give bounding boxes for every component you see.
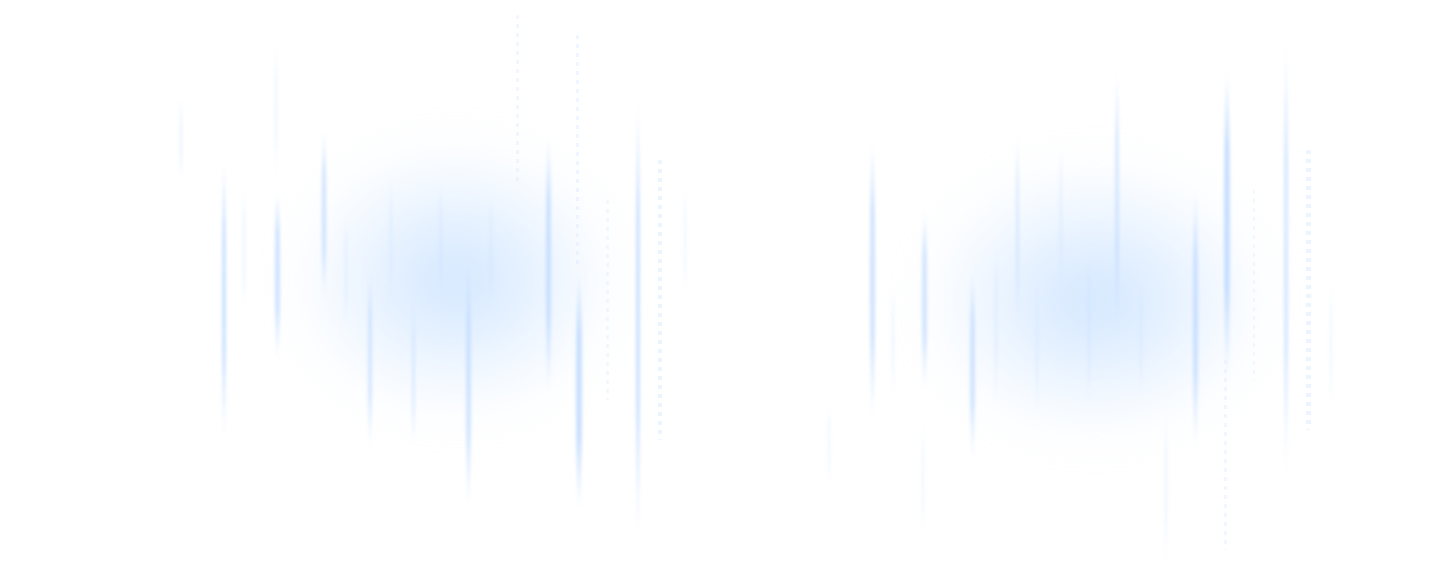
light-streak	[1088, 250, 1090, 410]
light-streak	[1224, 360, 1227, 550]
light-streak	[684, 180, 686, 300]
right-glow-blob	[930, 170, 1260, 430]
light-streak	[322, 130, 326, 300]
light-streak	[440, 180, 442, 300]
light-streak	[222, 160, 226, 440]
light-streak	[1253, 190, 1255, 380]
light-streak	[828, 400, 830, 490]
light-streak	[970, 270, 975, 460]
light-streak	[368, 270, 372, 450]
light-streak	[1284, 40, 1288, 480]
light-streak	[275, 190, 280, 360]
light-streak	[922, 210, 927, 390]
light-streak	[275, 40, 277, 180]
light-streak	[1224, 70, 1230, 380]
light-streak	[606, 200, 609, 400]
light-streak	[995, 240, 997, 410]
light-streak	[412, 300, 415, 450]
light-streak	[490, 190, 492, 310]
left-glow-blob	[300, 150, 610, 410]
light-streak	[1193, 190, 1198, 450]
light-streak	[576, 270, 582, 510]
light-streak	[1140, 280, 1142, 400]
light-streak	[870, 140, 875, 420]
light-streak	[636, 100, 640, 540]
light-streak	[243, 185, 245, 315]
light-streak	[466, 260, 471, 510]
light-streak	[390, 170, 392, 310]
light-streak	[892, 280, 894, 400]
light-streak	[345, 210, 347, 330]
light-streak	[576, 35, 579, 265]
light-streak	[1330, 280, 1332, 410]
light-streak	[1165, 410, 1167, 570]
light-streak	[516, 15, 519, 185]
light-streak	[1060, 140, 1062, 300]
light-streak	[922, 420, 924, 540]
light-streak	[180, 95, 182, 185]
light-streak	[1036, 280, 1038, 420]
light-streak	[546, 135, 551, 395]
light-streak	[1306, 150, 1311, 430]
light-streak	[1016, 130, 1019, 330]
light-streak	[658, 160, 662, 440]
light-streak	[1115, 70, 1119, 330]
